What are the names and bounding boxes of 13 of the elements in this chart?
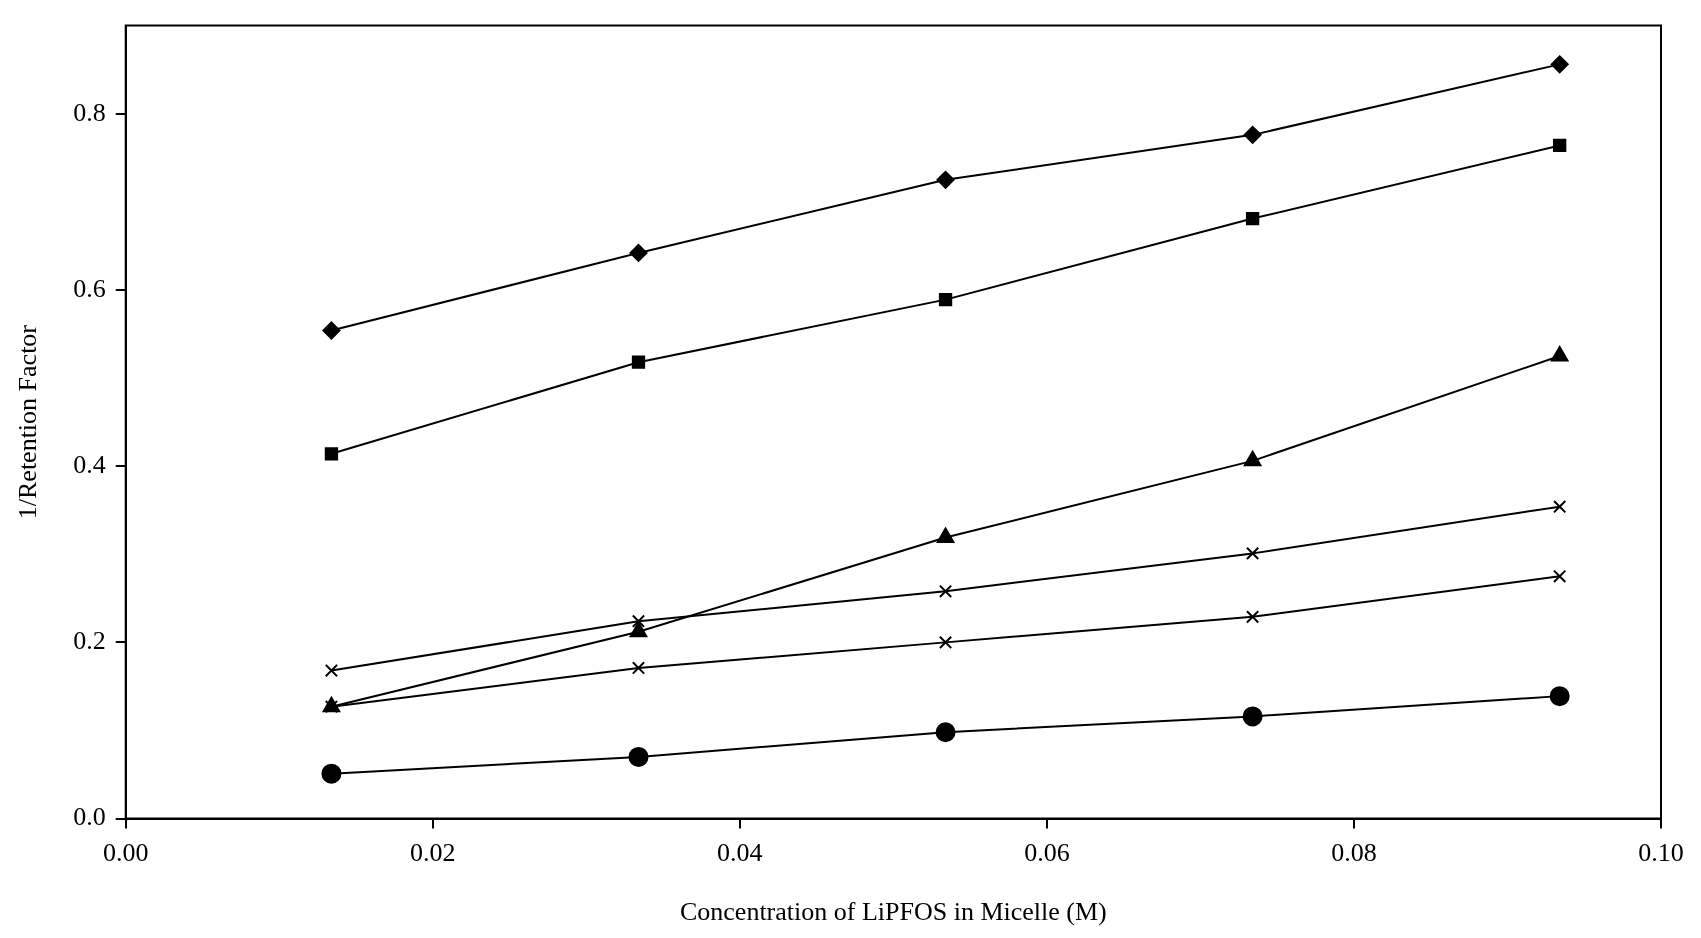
y-axis-title: 1/Retention Factor: [13, 324, 43, 520]
x-tick-label: 0.04: [717, 838, 763, 868]
y-tick-label: 0.2: [73, 626, 106, 656]
x-tick-label: 0.10: [1638, 838, 1684, 868]
y-tick-label: 0.0: [73, 802, 106, 832]
x-tick-label: 0.06: [1024, 838, 1070, 868]
y-tick-label: 0.4: [73, 449, 106, 479]
y-tick-label: 0.6: [73, 273, 106, 303]
x-tick-label: 0.02: [410, 838, 456, 868]
y-tick-label: 0.8: [73, 97, 106, 127]
x-axis-title: Concentration of LiPFOS in Micelle (M): [679, 897, 1107, 927]
x-tick-label: 0.00: [102, 838, 149, 868]
x-tick-label: 0.08: [1331, 838, 1377, 868]
